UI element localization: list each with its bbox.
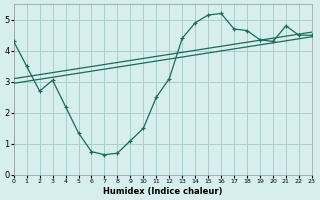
- X-axis label: Humidex (Indice chaleur): Humidex (Indice chaleur): [103, 187, 222, 196]
